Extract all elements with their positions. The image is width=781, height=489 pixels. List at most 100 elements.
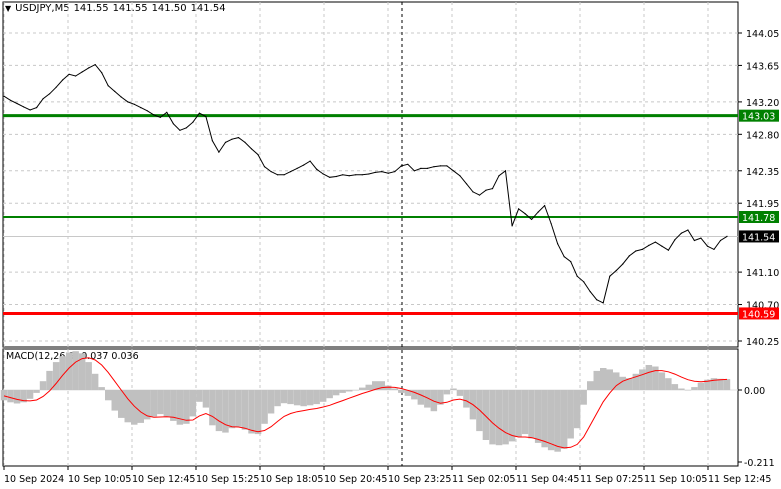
price-point	[166, 111, 168, 113]
y-tick-label: 141.95	[746, 199, 779, 210]
macd-bar	[404, 390, 412, 396]
close-value: 141.54	[190, 3, 226, 14]
price-point	[537, 211, 539, 213]
macd-bar	[528, 390, 535, 439]
macd-bar	[430, 390, 438, 412]
macd-bar	[150, 390, 158, 417]
macd-bar	[183, 390, 190, 424]
macd-bar	[170, 390, 177, 421]
macd-main-value: 0.037	[81, 351, 109, 362]
macd-bar	[417, 390, 425, 405]
price-point	[576, 275, 578, 277]
price-point	[322, 173, 324, 175]
macd-bar	[26, 390, 34, 399]
price-point	[231, 138, 233, 140]
price-point	[407, 163, 409, 165]
price-point	[628, 255, 630, 257]
price-point	[381, 171, 383, 173]
macd-bar	[560, 390, 568, 449]
macd-bar	[215, 390, 223, 432]
price-point	[290, 171, 292, 173]
price-point	[609, 275, 611, 277]
price-point	[211, 140, 213, 142]
price-point	[237, 137, 240, 139]
macd-bar	[684, 390, 692, 391]
price-point	[316, 168, 318, 170]
macd-bar	[248, 390, 255, 434]
price-point	[42, 98, 44, 100]
macd-bar	[626, 378, 633, 390]
macd-label: MACD(12,26,9)	[6, 351, 79, 362]
macd-bar	[52, 362, 60, 390]
price-point	[622, 263, 624, 265]
price-point	[719, 239, 722, 242]
macd-axis-label: -0.211	[744, 458, 775, 469]
macd-bar	[372, 381, 379, 390]
dropdown-arrow-icon[interactable]: ▼	[5, 4, 12, 13]
price-point	[159, 116, 161, 118]
price-point	[687, 229, 689, 231]
price-point	[654, 241, 657, 243]
x-tick-label: 11 Sep 07:25	[580, 474, 643, 485]
macd-bar	[385, 385, 392, 390]
level-label-bg	[739, 307, 779, 320]
price-point	[498, 175, 500, 177]
macd-bar	[189, 390, 197, 417]
price-point	[726, 235, 728, 237]
macd-bar	[424, 390, 431, 408]
price-point	[309, 160, 311, 162]
macd-bar	[293, 390, 301, 406]
price-point	[550, 222, 552, 225]
macd-bar	[534, 390, 542, 443]
price-point	[615, 269, 617, 272]
x-tick-label: 11 Sep 04:45	[516, 474, 579, 485]
macd-bar	[46, 370, 53, 390]
macd-bar	[678, 388, 685, 390]
macd-bar	[580, 390, 587, 405]
price-point	[413, 170, 415, 172]
macd-bar	[118, 390, 125, 418]
macd-bar	[59, 356, 66, 390]
price-point	[557, 243, 559, 245]
price-point	[446, 165, 448, 167]
price-point	[114, 90, 116, 92]
high-value: 141.55	[112, 3, 148, 14]
macd-bar	[209, 390, 216, 426]
macd-signal-value: 0.036	[111, 351, 139, 362]
macd-bar	[573, 390, 581, 429]
x-tick-label: 10 Sep 20:45	[324, 474, 387, 485]
macd-bar	[365, 384, 372, 390]
price-point	[75, 75, 77, 77]
price-point	[570, 261, 572, 263]
macd-bar	[554, 390, 561, 452]
y-tick-label: 142.80	[746, 130, 779, 141]
x-tick-label: 10 Sep 15:25	[196, 474, 259, 485]
price-point	[706, 245, 709, 247]
price-point	[641, 248, 643, 250]
current-price-label-bg	[739, 230, 779, 243]
price-point	[283, 174, 285, 176]
price-point	[62, 79, 64, 81]
price-point	[563, 256, 565, 258]
macd-bar	[723, 379, 731, 390]
price-point	[583, 281, 585, 283]
macd-bar	[482, 390, 490, 440]
price-panel-frame	[2, 1, 739, 348]
macd-bar	[717, 378, 724, 390]
macd-bar	[306, 390, 314, 406]
macd-bar	[65, 352, 73, 390]
price-point	[491, 188, 494, 190]
price-point	[387, 172, 389, 174]
macd-bar	[163, 390, 171, 417]
price-point	[374, 171, 376, 173]
macd-bar	[241, 390, 249, 430]
macd-bar	[13, 390, 21, 404]
macd-bar	[502, 390, 509, 445]
price-point	[348, 175, 350, 177]
price-point	[602, 302, 604, 304]
macd-bar	[378, 381, 385, 390]
macd-bar	[124, 390, 131, 423]
macd-bar	[639, 369, 646, 390]
macd-bar	[547, 390, 555, 451]
